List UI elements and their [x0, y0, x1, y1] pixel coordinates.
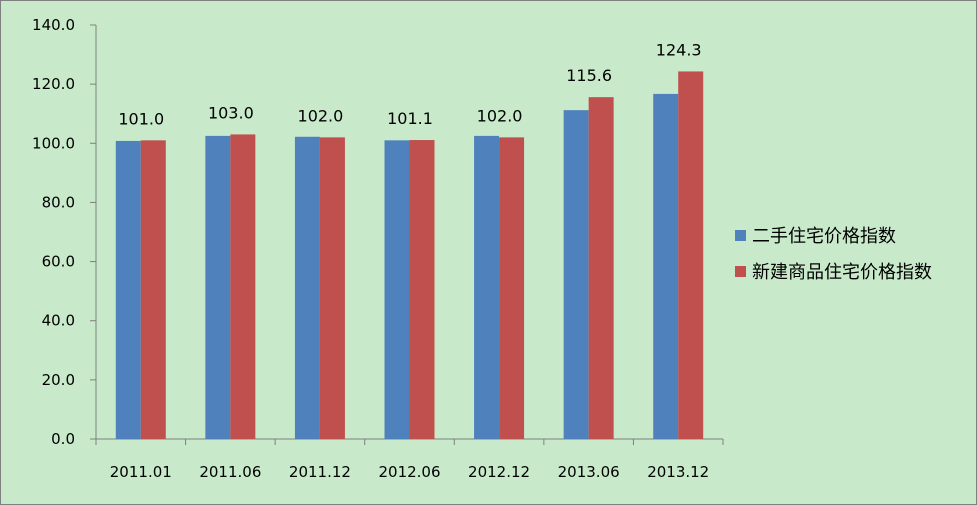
bar-series-1 — [140, 140, 166, 440]
bar-series-1 — [588, 97, 614, 439]
data-label: 102.0 — [477, 106, 523, 125]
data-label: 115.6 — [566, 66, 612, 85]
x-tick-label: 2013.06 — [558, 463, 620, 481]
y-tick-label: 40.0 — [42, 312, 75, 330]
x-axis-ticks: 2011.01 2011.06 2011.12 2012.06 2012.12 2013.… — [95, 439, 724, 481]
x-tick-label: 2013.12 — [647, 463, 709, 481]
x-tick-label: 2011.06 — [199, 463, 261, 481]
data-label: 103.0 — [208, 103, 254, 122]
data-label: 101.1 — [387, 109, 433, 128]
bar-series-1 — [678, 71, 704, 440]
legend-label-1: 新建商品住宅价格指数 — [752, 262, 932, 283]
y-tick-label: 0.0 — [51, 430, 75, 448]
legend-swatch-1 — [735, 266, 746, 277]
bar-series-0 — [294, 136, 320, 439]
bar-series-0 — [474, 135, 500, 439]
x-tick-label: 2011.01 — [110, 463, 172, 481]
bar-series-0 — [115, 140, 141, 440]
data-label: 102.0 — [298, 106, 344, 125]
x-tick-label: 2011.12 — [289, 463, 351, 481]
bar-series-0 — [563, 110, 589, 439]
bars-group — [115, 71, 704, 440]
bar-series-0 — [653, 93, 679, 439]
data-label: 124.3 — [656, 40, 702, 59]
bar-series-1 — [230, 134, 256, 439]
y-tick-label: 120.0 — [32, 75, 75, 93]
x-tick-label: 2012.12 — [468, 463, 530, 481]
legend-swatch-0 — [735, 230, 746, 241]
y-tick-label: 80.0 — [42, 193, 75, 211]
y-axis-ticks: 0.0 20.0 40.0 60.0 80.0 100.0 120.0 140.0 — [32, 16, 96, 448]
bar-series-0 — [205, 135, 231, 439]
y-tick-label: 20.0 — [42, 371, 75, 389]
bar-series-1 — [319, 137, 345, 439]
data-label: 101.0 — [118, 109, 164, 128]
y-tick-label: 140.0 — [32, 16, 75, 34]
bar-series-1 — [499, 137, 525, 439]
x-tick-label: 2012.06 — [378, 463, 440, 481]
legend: 二手住宅价格指数 新建商品住宅价格指数 — [735, 226, 932, 283]
bar-series-1 — [409, 140, 435, 440]
legend-label-0: 二手住宅价格指数 — [752, 226, 896, 247]
y-tick-label: 100.0 — [32, 134, 75, 152]
bar-series-0 — [384, 140, 410, 440]
data-labels-group: 101.0 103.0 102.0 101.1 102.0 115.6 124.3 — [118, 40, 701, 128]
y-tick-label: 60.0 — [42, 253, 75, 271]
